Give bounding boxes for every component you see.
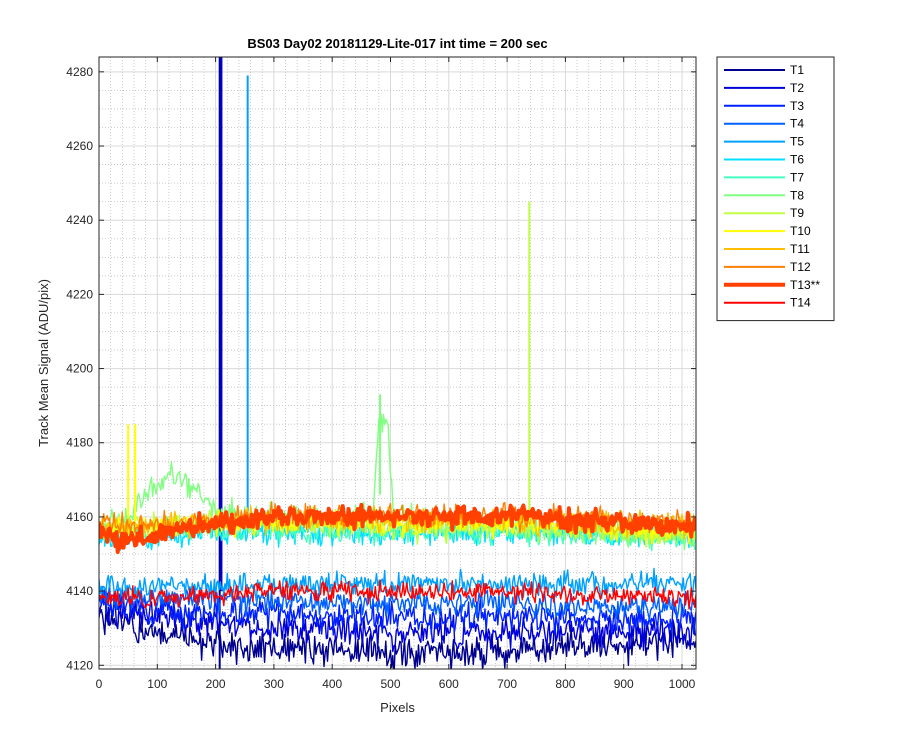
y-tick-label: 4200 xyxy=(66,362,93,376)
legend-item: T9 xyxy=(724,206,804,220)
y-tick-label: 4160 xyxy=(66,510,93,524)
series-t14 xyxy=(99,579,696,610)
x-tick-label: 400 xyxy=(322,677,342,691)
legend-label: T4 xyxy=(790,117,804,131)
legend-label: T1 xyxy=(790,63,804,77)
legend-item: T6 xyxy=(724,153,804,167)
legend-label: T12 xyxy=(790,260,811,274)
legend-item: T11 xyxy=(724,242,810,256)
legend-item: T7 xyxy=(724,170,804,184)
y-tick-label: 4140 xyxy=(66,584,93,598)
axis-ticks: 0 100 200 300 400 500 600 700 800 900 1000 4120 4140… xyxy=(66,57,696,691)
series-group xyxy=(99,57,696,669)
x-tick-label: 0 xyxy=(96,677,103,691)
legend-label: T6 xyxy=(790,153,804,167)
x-tick-label: 700 xyxy=(497,677,517,691)
legend-item: T10 xyxy=(724,224,811,238)
x-axis-label: Pixels xyxy=(380,700,415,715)
legend-label: T9 xyxy=(790,206,804,220)
x-tick-label: 800 xyxy=(555,677,575,691)
legend-item: T4 xyxy=(724,117,804,131)
legend-item: T2 xyxy=(724,81,804,95)
y-tick-label: 4120 xyxy=(66,658,93,672)
legend-label: T14 xyxy=(790,296,811,310)
x-tick-label: 1000 xyxy=(669,677,696,691)
series-t2 xyxy=(99,57,696,653)
legend-item: T5 xyxy=(724,135,804,149)
legend-item: T1 xyxy=(724,63,804,77)
legend-label: T3 xyxy=(790,99,804,113)
legend: T1 T2 T3 T4 T5 T6 T7 T8 T9 T10 T11 T12 T13** T14 xyxy=(716,56,835,322)
series-line xyxy=(99,595,696,653)
legend-label: T5 xyxy=(790,135,804,149)
series-line xyxy=(99,606,696,669)
x-tick-label: 300 xyxy=(264,677,284,691)
series-line xyxy=(99,586,696,636)
series-line xyxy=(99,502,696,554)
x-tick-label: 200 xyxy=(206,677,226,691)
legend-label: T10 xyxy=(790,224,811,238)
plot-area xyxy=(99,57,696,669)
y-tick-label: 4180 xyxy=(66,436,93,450)
series-t3 xyxy=(99,586,696,636)
x-tick-label: 600 xyxy=(439,677,459,691)
legend-label: T13** xyxy=(790,278,820,292)
legend-label: T7 xyxy=(790,170,804,184)
legend-label: T8 xyxy=(790,188,804,202)
y-tick-label: 4220 xyxy=(66,287,93,301)
x-tick-label: 900 xyxy=(614,677,634,691)
legend-item: T8 xyxy=(724,188,804,202)
legend-label: T11 xyxy=(790,242,810,256)
y-tick-label: 4260 xyxy=(66,139,93,153)
legend-box xyxy=(716,56,835,322)
series-t13 xyxy=(99,502,696,554)
series-line xyxy=(99,579,696,610)
legend-item: T14 xyxy=(724,296,811,310)
legend-item: T3 xyxy=(724,99,804,113)
y-tick-label: 4280 xyxy=(66,65,93,79)
legend-item: T13** xyxy=(724,278,820,292)
series-t1 xyxy=(99,57,696,669)
grid xyxy=(98,57,696,669)
y-axis-label: Track Mean Signal (ADU/pix) xyxy=(36,279,51,447)
legend-label: T2 xyxy=(790,81,804,95)
x-tick-label: 500 xyxy=(380,677,400,691)
chart-title: BS03 Day02 20181129-Lite-017 int time = … xyxy=(247,36,547,51)
axes-box xyxy=(98,56,697,670)
legend-item: T12 xyxy=(724,260,811,274)
y-tick-label: 4240 xyxy=(66,213,93,227)
x-tick-label: 100 xyxy=(147,677,167,691)
